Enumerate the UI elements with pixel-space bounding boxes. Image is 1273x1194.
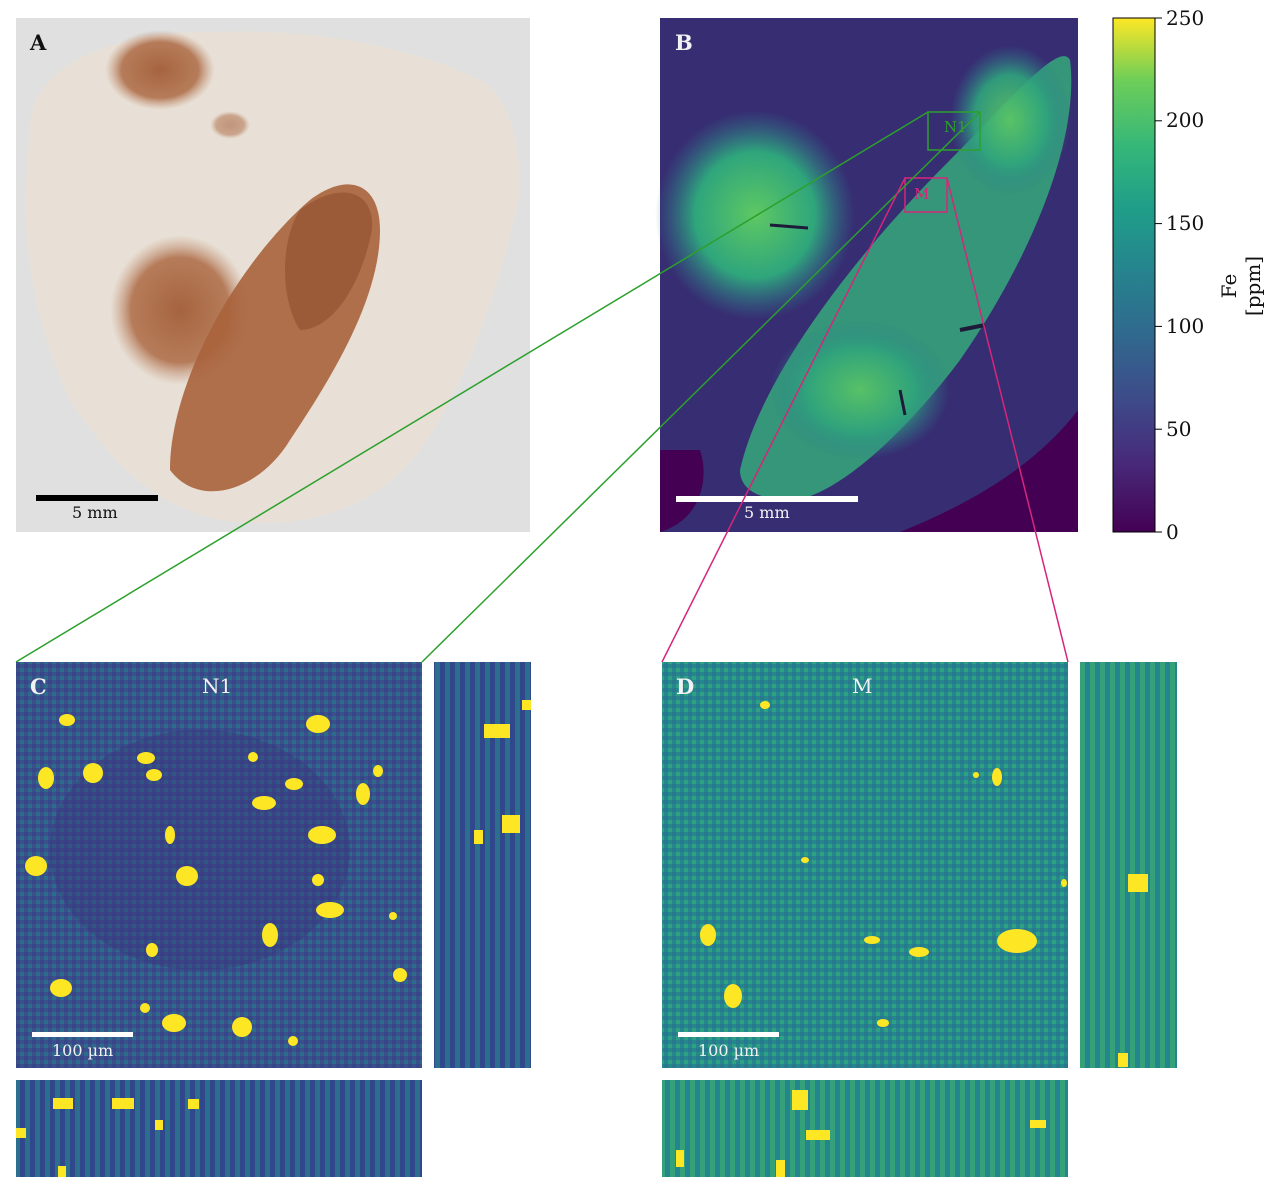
panel-c-n1-zoom <box>16 662 531 1177</box>
panel-c-letter: C <box>30 674 47 699</box>
panel-c-scalebar <box>32 1032 133 1037</box>
panel-a-letter: A <box>30 30 47 55</box>
colorbar <box>1112 17 1162 533</box>
panel-c-title: N1 <box>202 674 233 698</box>
panel-a-histology <box>16 18 530 532</box>
colorbar-label: Fe [ppm] <box>1217 255 1265 317</box>
panel-a-scalebar <box>36 495 158 501</box>
panel-d-m-zoom <box>662 662 1177 1177</box>
zoom-connectors <box>15 111 1069 663</box>
colorbar-tick: 150 <box>1166 211 1205 235</box>
colorbar-tick: 250 <box>1166 6 1205 30</box>
roi-m-box <box>904 177 948 213</box>
colorbar-tick: 50 <box>1166 417 1192 441</box>
panel-a-scalebar-label: 5 mm <box>72 503 118 522</box>
panel-c-scalebar-label: 100 µm <box>52 1041 114 1060</box>
panel-d-letter: D <box>676 674 695 699</box>
colorbar-tick: 100 <box>1166 314 1205 338</box>
colorbar-tick: 0 <box>1166 520 1179 544</box>
panel-b-letter: B <box>675 30 693 55</box>
roi-m-label: M <box>914 185 930 203</box>
roi-n1-box <box>927 111 981 151</box>
panel-b-scalebar <box>676 496 858 502</box>
roi-n1-label: N1 <box>944 118 967 136</box>
panel-d-scalebar-label: 100 µm <box>698 1041 760 1060</box>
panel-b-iron-map <box>655 18 1078 532</box>
panel-b-scalebar-label: 5 mm <box>744 503 790 522</box>
panel-d-scalebar <box>678 1032 779 1037</box>
panel-d-title: M <box>852 674 873 698</box>
colorbar-tick: 200 <box>1166 108 1205 132</box>
